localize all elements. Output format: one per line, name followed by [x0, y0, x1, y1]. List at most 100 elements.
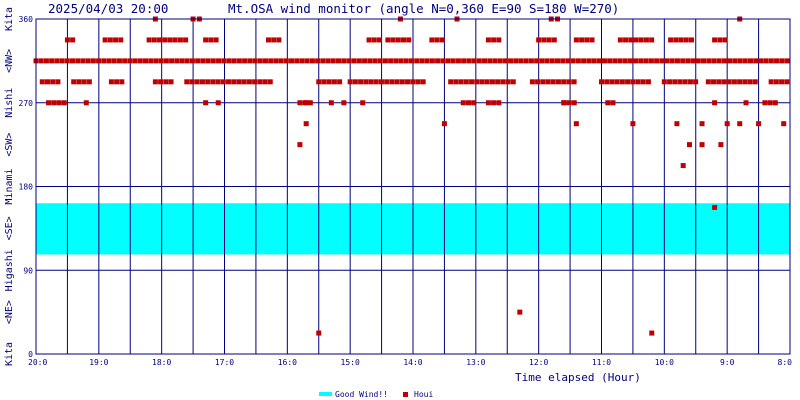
data-point: [599, 79, 604, 85]
data-point: [76, 79, 82, 85]
data-point: [471, 100, 477, 106]
data-point: [368, 79, 374, 85]
data-point: [445, 58, 451, 64]
data-point: [61, 100, 67, 106]
data-point: [205, 79, 211, 85]
data-point: [718, 142, 724, 148]
data-point: [326, 79, 332, 85]
data-point: [236, 58, 242, 64]
data-point: [772, 100, 778, 106]
data-point: [429, 37, 435, 43]
data-point: [774, 58, 780, 64]
data-point: [398, 58, 404, 64]
y-tick-label: 0: [28, 350, 33, 359]
data-point: [589, 37, 595, 43]
data-point: [199, 79, 205, 85]
data-point: [226, 58, 232, 64]
data-point: [49, 58, 55, 64]
data-point: [184, 79, 190, 85]
data-point: [474, 79, 480, 85]
data-point: [163, 79, 169, 85]
data-point: [638, 37, 644, 43]
data-point: [731, 79, 737, 85]
x-tick-label: 20:0: [28, 358, 47, 367]
data-point: [732, 58, 738, 64]
data-point: [315, 58, 321, 64]
data-point: [485, 37, 491, 43]
plot-frame: [35, 18, 791, 355]
y-side-label: Nishi: [4, 88, 15, 118]
data-point: [575, 58, 581, 64]
data-point: [465, 100, 471, 106]
data-point: [320, 58, 326, 64]
data-point: [86, 79, 92, 85]
data-point: [167, 37, 173, 43]
data-point: [51, 100, 57, 106]
data-point: [169, 58, 175, 64]
data-point: [693, 79, 699, 85]
data-point: [303, 121, 309, 127]
data-point: [401, 37, 407, 43]
data-point: [410, 79, 416, 85]
data-point: [664, 58, 670, 64]
data-point: [70, 58, 76, 64]
data-point: [299, 58, 305, 64]
data-point: [688, 37, 694, 43]
data-point: [297, 142, 303, 148]
data-point: [294, 58, 300, 64]
data-point: [390, 37, 396, 43]
data-point: [172, 37, 178, 43]
data-point: [107, 37, 113, 43]
data-point: [539, 58, 545, 64]
data-point: [54, 58, 60, 64]
y-side-label: Higashi: [4, 249, 15, 291]
data-point: [699, 142, 705, 148]
data-point: [535, 79, 541, 85]
data-point: [466, 58, 472, 64]
data-point: [579, 37, 585, 43]
data-point: [162, 37, 168, 43]
data-point: [500, 79, 506, 85]
data-point: [439, 37, 445, 43]
data-point: [601, 58, 607, 64]
data-point: [168, 79, 174, 85]
data-point: [106, 58, 112, 64]
data-point: [70, 37, 76, 43]
data-point: [335, 58, 341, 64]
grid-lines: [36, 19, 790, 354]
data-point: [479, 79, 485, 85]
x-tick-label: 17:0: [215, 358, 234, 367]
data-point: [460, 100, 466, 106]
data-point: [321, 79, 327, 85]
data-point: [127, 58, 133, 64]
data-point: [625, 79, 631, 85]
data-point: [184, 58, 190, 64]
y-side-label: Kita: [4, 7, 15, 31]
data-point: [118, 37, 124, 43]
data-point: [330, 58, 336, 64]
data-point: [46, 100, 52, 106]
data-point: [153, 58, 159, 64]
data-point: [482, 58, 488, 64]
data-point: [630, 79, 636, 85]
data-point: [216, 58, 222, 64]
data-point: [242, 58, 248, 64]
data-point: [56, 100, 62, 106]
data-point: [573, 37, 579, 43]
data-point: [491, 100, 497, 106]
data-point: [550, 79, 556, 85]
timestamp: 2025/04/03 20:00: [48, 1, 168, 16]
data-point: [743, 100, 749, 106]
data-point: [247, 58, 253, 64]
data-point: [367, 58, 373, 64]
data-point: [210, 79, 216, 85]
data-point: [337, 79, 343, 85]
data-point: [265, 37, 271, 43]
data-point: [570, 58, 576, 64]
data-point: [540, 79, 546, 85]
data-point: [712, 37, 718, 43]
data-point: [654, 58, 660, 64]
data-point: [508, 58, 514, 64]
data-point: [213, 37, 219, 43]
data-point: [517, 309, 523, 315]
